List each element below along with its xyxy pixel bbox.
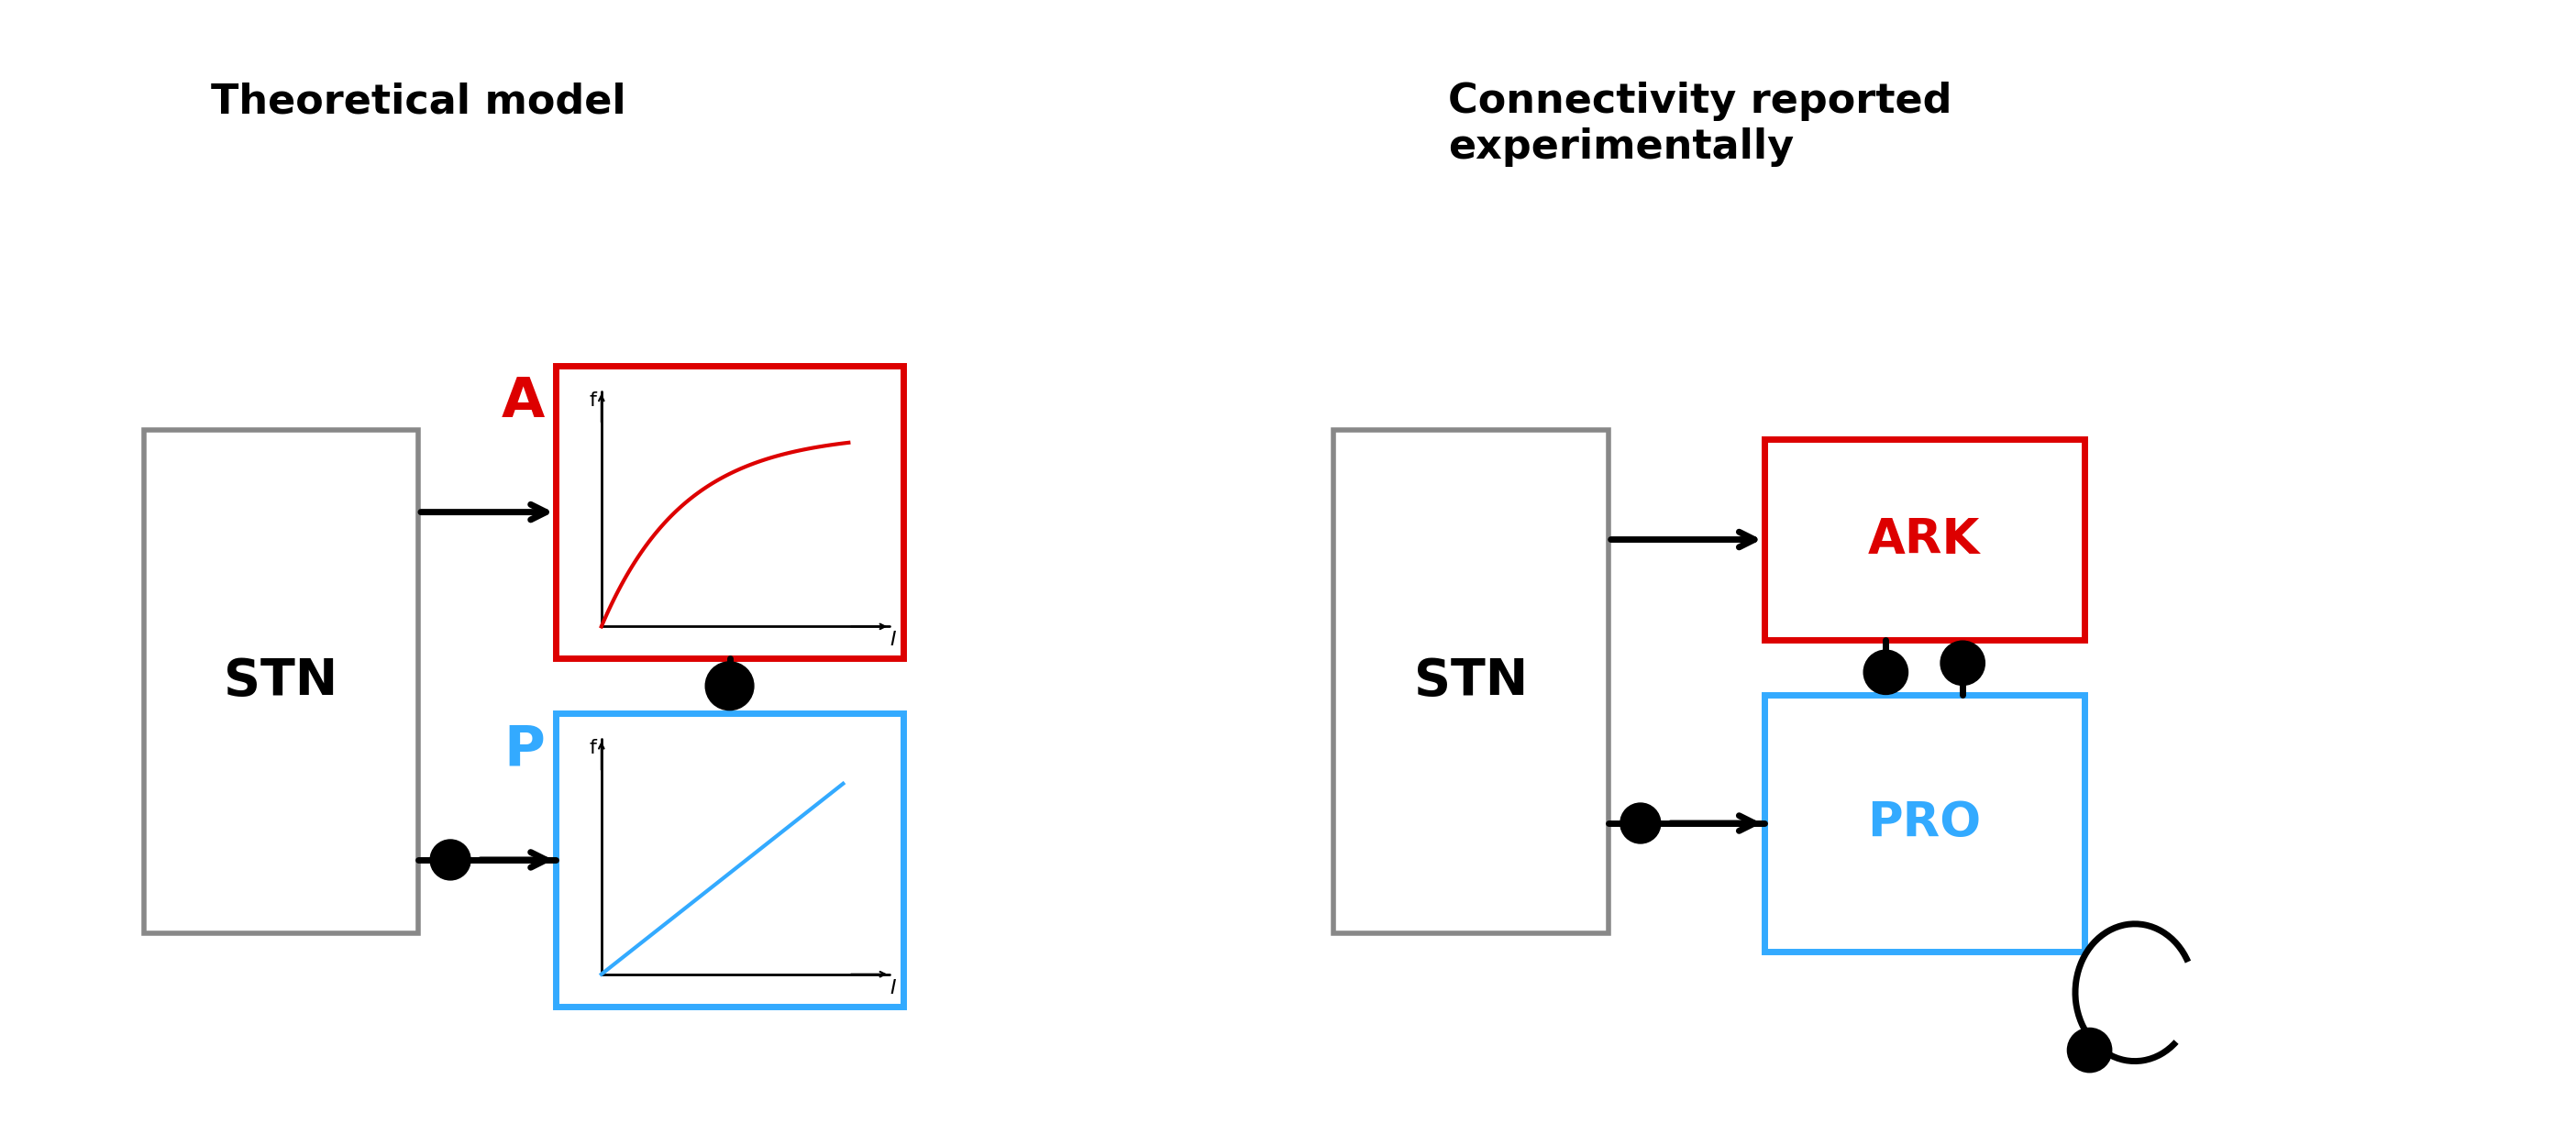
Bar — [556, 365, 904, 659]
Text: I: I — [889, 979, 896, 997]
Text: ARK: ARK — [1868, 516, 1981, 564]
Text: I: I — [889, 631, 896, 650]
Text: STN: STN — [1414, 657, 1528, 706]
Text: A: A — [502, 375, 544, 429]
Circle shape — [2069, 1029, 2112, 1073]
Text: f: f — [590, 739, 598, 758]
Text: Connectivity reported
experimentally: Connectivity reported experimentally — [1448, 82, 1953, 167]
Circle shape — [1862, 650, 1909, 694]
Circle shape — [706, 662, 755, 710]
Text: PRO: PRO — [1868, 799, 1981, 847]
Bar — [1765, 695, 2084, 951]
Circle shape — [1620, 803, 1662, 844]
Bar — [1334, 430, 1607, 933]
Text: STN: STN — [224, 657, 337, 706]
Bar — [1765, 439, 2084, 641]
Bar — [556, 713, 904, 1006]
Text: P: P — [502, 722, 544, 777]
Text: Theoretical model: Theoretical model — [211, 82, 626, 121]
Circle shape — [1940, 641, 1986, 685]
Circle shape — [430, 839, 471, 880]
Text: f: f — [590, 391, 598, 409]
Bar — [144, 430, 417, 933]
